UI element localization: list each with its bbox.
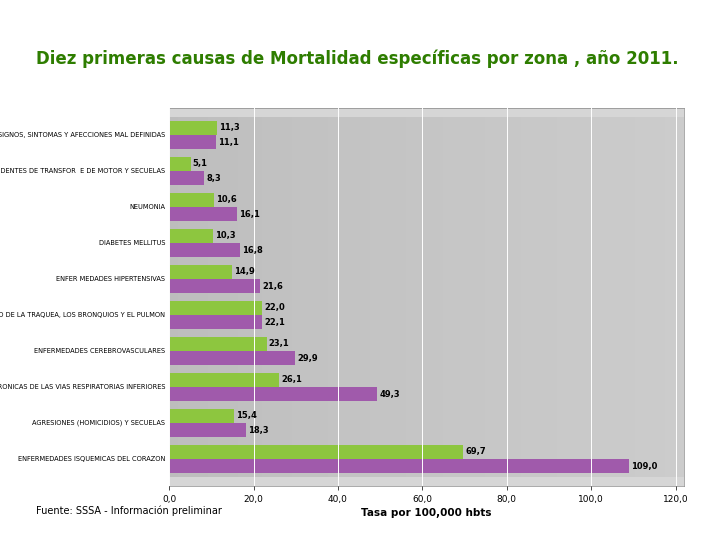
Bar: [169, 121, 217, 134]
Bar: [169, 301, 262, 315]
Bar: [169, 460, 629, 473]
Text: 14,9: 14,9: [234, 267, 255, 276]
Bar: [169, 229, 212, 242]
Bar: [169, 193, 214, 207]
Bar: [169, 315, 263, 329]
Text: 18,3: 18,3: [248, 426, 269, 435]
Text: 10,3: 10,3: [215, 231, 235, 240]
Bar: [169, 279, 261, 293]
Bar: [169, 445, 463, 458]
Text: 29,9: 29,9: [297, 354, 318, 363]
Text: 109,0: 109,0: [631, 462, 657, 471]
Text: 26,1: 26,1: [282, 375, 302, 384]
Text: 69,7: 69,7: [465, 447, 486, 456]
Text: 11,1: 11,1: [218, 138, 239, 147]
Bar: [169, 337, 266, 350]
Bar: [169, 244, 240, 257]
Bar: [169, 265, 232, 279]
Bar: [169, 423, 246, 437]
Text: 16,1: 16,1: [239, 210, 260, 219]
Text: 22,1: 22,1: [264, 318, 285, 327]
Text: 5,1: 5,1: [193, 159, 208, 168]
Text: 21,6: 21,6: [263, 282, 284, 291]
Text: Diez primeras causas de Mortalidad específicas por zona , año 2011.: Diez primeras causas de Mortalidad espec…: [36, 49, 679, 68]
Bar: [169, 207, 237, 221]
Text: 8,3: 8,3: [207, 174, 221, 183]
Bar: [169, 352, 295, 365]
Bar: [169, 373, 279, 387]
Text: 15,4: 15,4: [236, 411, 257, 420]
Text: Fuente: SSSA - Información preliminar: Fuente: SSSA - Información preliminar: [36, 505, 222, 516]
Bar: [169, 136, 216, 149]
Bar: [169, 387, 377, 401]
Text: 11,3: 11,3: [219, 123, 240, 132]
Text: 49,3: 49,3: [379, 390, 400, 399]
Text: 10,6: 10,6: [216, 195, 237, 204]
X-axis label: Tasa por 100,000 hbts: Tasa por 100,000 hbts: [361, 508, 492, 518]
Text: 22,0: 22,0: [264, 303, 285, 312]
Text: 23,1: 23,1: [269, 339, 289, 348]
Bar: [169, 409, 234, 423]
Bar: [169, 157, 191, 171]
Bar: [169, 171, 204, 185]
Text: 16,8: 16,8: [242, 246, 263, 255]
